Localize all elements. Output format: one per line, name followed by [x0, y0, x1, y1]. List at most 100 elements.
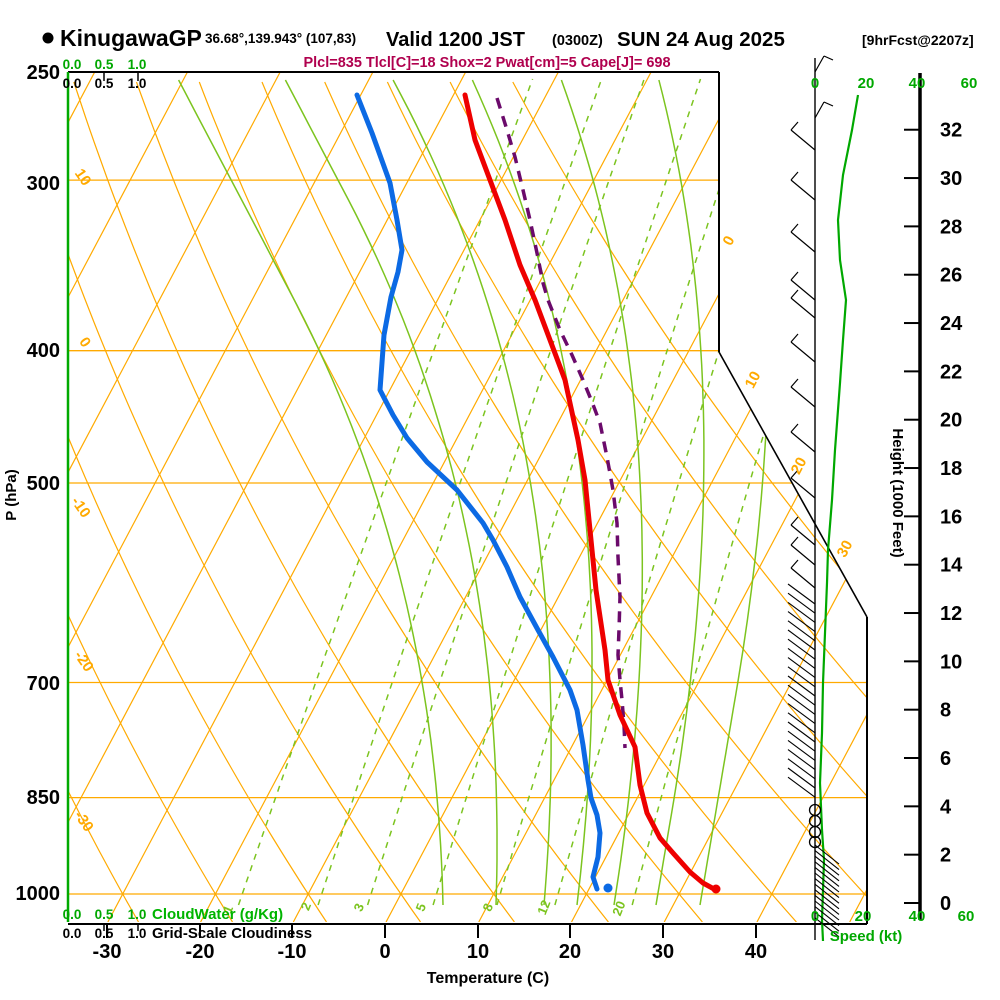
wind-barb-hatch [787, 693, 816, 715]
wind-barb-hatch [814, 850, 840, 871]
wind-barb-hatch [814, 889, 840, 910]
wind-barb [790, 477, 816, 499]
wind-barbs [787, 55, 840, 940]
cloudwater-scale-top-label: 0.5 [95, 57, 114, 72]
height-tick-label: 4 [940, 796, 952, 818]
wind-barb-hatch [787, 703, 816, 725]
cloudiness-scale-bottom-label: 1.0 [128, 926, 147, 941]
cloudwater-scale-bottom-label: 0.5 [95, 907, 114, 922]
wind-barb-flick [790, 223, 799, 233]
cloudiness-scale-top-label: 1.0 [128, 76, 147, 91]
height-tick-label: 16 [940, 506, 962, 528]
pressure-tick-label: 300 [27, 173, 60, 195]
wind-speed-profile-line [818, 94, 860, 942]
wind-barb-hatch [787, 592, 816, 614]
wind-barb-hatch [814, 900, 840, 921]
height-tick-label: 24 [940, 313, 963, 335]
cloudwater-scale-bottom-label: 0.0 [63, 907, 82, 922]
mixing-ratio-line [366, 78, 645, 906]
mixing-ratio-line [554, 78, 806, 906]
dry-adiabat-line [68, 81, 328, 922]
wind-barb-hatch [787, 776, 816, 798]
moist-adiabat-line [177, 79, 444, 906]
dry-adiabat-line [73, 81, 515, 922]
wind-barb-hatch [814, 878, 840, 899]
height-tick-label: 0 [940, 893, 951, 915]
pressure-tick-label: 700 [27, 673, 60, 695]
cloudwater-label: CloudWater (g/Kg) [152, 906, 283, 923]
pressure-tick-label: 850 [27, 787, 60, 809]
dry-adiabat-line [512, 81, 867, 922]
moist-adiabat-line [284, 79, 498, 906]
isotherm-line [663, 72, 867, 922]
wind-barb-hatch [787, 583, 816, 605]
sounding-curves [354, 92, 860, 942]
wind-barb-hatch [814, 866, 840, 887]
temperature-tick-label: 0 [379, 941, 390, 963]
height-tick-label: 30 [940, 168, 962, 190]
speed-scale-top-label: 20 [858, 75, 875, 92]
axis-titles: P (hPa) Temperature (C) Height (1000 Fee… [3, 428, 906, 987]
mixing-ratio-line [631, 78, 867, 906]
dry-adiabat-label: -10 [68, 494, 94, 522]
plot-frame [66, 71, 868, 925]
cloudwater-scale-bottom-label: 1.0 [128, 907, 147, 922]
wind-barb-hatch [814, 911, 840, 932]
speed-scale-bottom-label: 0 [811, 908, 819, 925]
speed-axis-title: Speed (kt) [830, 928, 903, 945]
wind-barb-hatch [787, 611, 816, 633]
cloudwater-scale-top-label: 1.0 [128, 57, 147, 72]
wind-barb-flick [790, 271, 799, 281]
wind-barb-flick [790, 378, 799, 388]
mixing-ratio-line [237, 78, 534, 906]
wind-barb-hatch [787, 767, 816, 789]
dry-adiabat-line [135, 81, 609, 922]
isotherm-line [68, 72, 467, 922]
dewpoint-curve [354, 92, 603, 892]
isotherm-line [849, 72, 867, 922]
wind-barb-flick [790, 559, 799, 569]
wind-barb-hatch [814, 872, 840, 893]
moist-adiabat-line [560, 79, 644, 906]
wind-barb-hatch [787, 629, 816, 651]
cloudiness-scale-bottom-label: 0.5 [95, 926, 114, 941]
dry-adiabat-label: -20 [71, 648, 97, 676]
wind-barb-flick [823, 55, 834, 61]
temperature-axis-title: Temperature (C) [427, 970, 549, 987]
isotherm-line [107, 72, 559, 922]
moist-adiabat-line [471, 79, 593, 906]
wind-barb-hatch [787, 638, 816, 660]
parcel-ascent-curve [495, 97, 627, 749]
calm-wind-circle [808, 825, 822, 839]
params-line: Plcl=835 Tlcl[C]=18 Shox=2 Pwat[cm]=5 Ca… [303, 55, 670, 71]
isotherm-line [0, 72, 2, 922]
isotherm-line [756, 72, 867, 922]
mixing-ratio-line [432, 78, 702, 906]
isotherm-line [292, 72, 745, 922]
surface-temperature-dot [711, 884, 721, 894]
wind-barb-hatch [814, 917, 840, 938]
wind-barb-hatch [787, 749, 816, 771]
wind-barb [790, 524, 816, 546]
temperature-tick-label: 30 [652, 941, 674, 963]
valid-zulu: (0300Z) [552, 33, 603, 49]
wind-barb-hatch [814, 894, 840, 915]
wind-barb-flick [790, 469, 799, 479]
isotherm-line [570, 72, 867, 922]
height-tick-label: 28 [940, 216, 962, 238]
wind-barb-flick [790, 516, 799, 526]
wind-barb [790, 297, 816, 319]
wind-barb-flick [790, 536, 799, 546]
height-tick-label: 22 [940, 361, 962, 383]
wind-barb [790, 431, 816, 453]
cloudiness-scale-top-label: 0.0 [63, 76, 82, 91]
moist-adiabat-line [655, 79, 705, 906]
mixing-ratio-label: 3 [351, 901, 368, 913]
pressure-axis-title: P (hPa) [3, 469, 20, 520]
speed-scale-top-label: 60 [961, 75, 978, 92]
wind-barb-hatch [787, 675, 816, 697]
forecast-tag: [9hrFcst@2207z] [862, 32, 974, 48]
wind-barb [814, 55, 825, 73]
